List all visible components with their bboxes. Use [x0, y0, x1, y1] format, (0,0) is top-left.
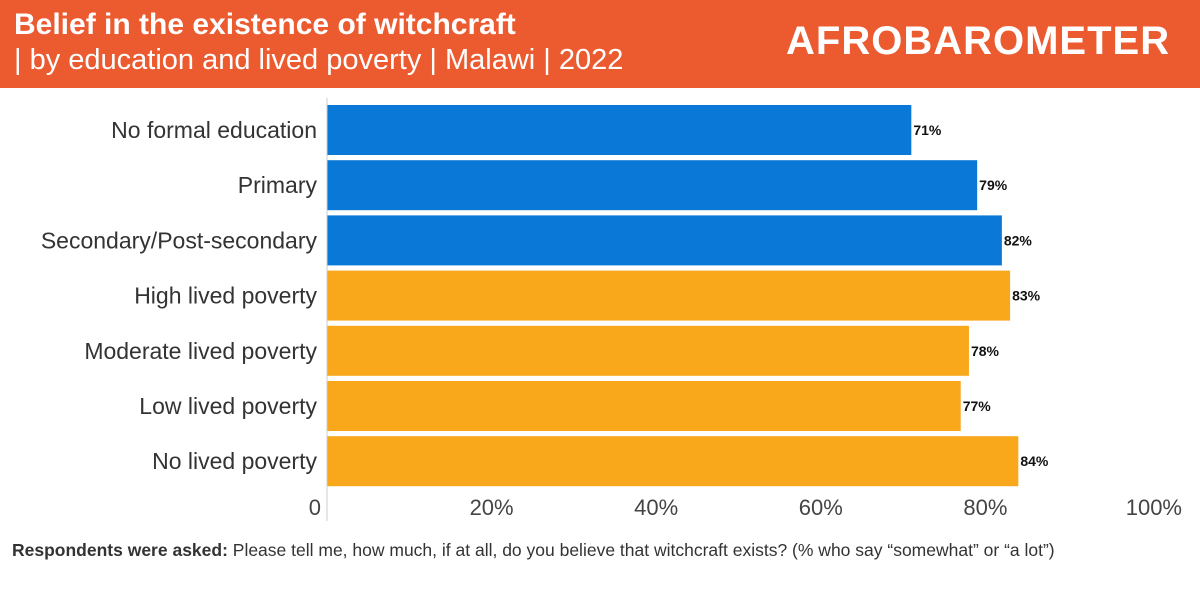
value-label-7: 84%: [1020, 453, 1049, 469]
bar-4: [327, 270, 1011, 321]
x-tick-label-1: 0: [309, 495, 321, 520]
bar-2: [327, 160, 978, 211]
category-label-2: Primary: [238, 172, 318, 198]
value-label-1: 71%: [913, 122, 942, 138]
x-tick-label-3: 40%: [634, 495, 678, 520]
bar-6: [327, 381, 961, 431]
value-label-2: 79%: [979, 177, 1008, 193]
value-label-6: 77%: [963, 398, 992, 414]
footnote: Respondents were asked: Please tell me, …: [12, 536, 1162, 565]
category-label-4: High lived poverty: [134, 283, 317, 309]
value-label-5: 78%: [971, 343, 1000, 359]
header-banner: Belief in the existence of witchcraft | …: [0, 0, 1200, 88]
footnote-question: Please tell me, how much, if at all, do …: [227, 540, 1055, 560]
x-tick-label-2: 20%: [470, 495, 514, 520]
bar-5: [327, 325, 969, 376]
chart-subtitle: | by education and lived poverty | Malaw…: [14, 44, 624, 76]
bar-7: [327, 436, 1019, 487]
x-tick-label-6: 100%: [1126, 495, 1182, 520]
value-label-4: 83%: [1012, 288, 1041, 304]
category-label-5: Moderate lived poverty: [84, 338, 317, 364]
category-label-1: No formal education: [111, 117, 317, 143]
category-label-7: No lived poverty: [152, 448, 317, 474]
x-tick-label-5: 80%: [963, 495, 1007, 520]
footnote-lead: Respondents were asked:: [12, 540, 228, 560]
chart-title: Belief in the existence of witchcraft: [14, 8, 516, 41]
bar-chart: No formal education 71% Primary 79% Secondar…: [41, 98, 1182, 521]
category-label-3: Secondary/Post-secondary: [41, 227, 318, 253]
afrobarometer-logo: AFROBAROMETER: [786, 19, 1171, 63]
x-tick-label-4: 60%: [799, 495, 843, 520]
category-label-6: Low lived poverty: [139, 393, 317, 419]
value-label-3: 82%: [1004, 232, 1033, 248]
bar-3: [327, 215, 1002, 266]
bar-1: [327, 105, 912, 155]
